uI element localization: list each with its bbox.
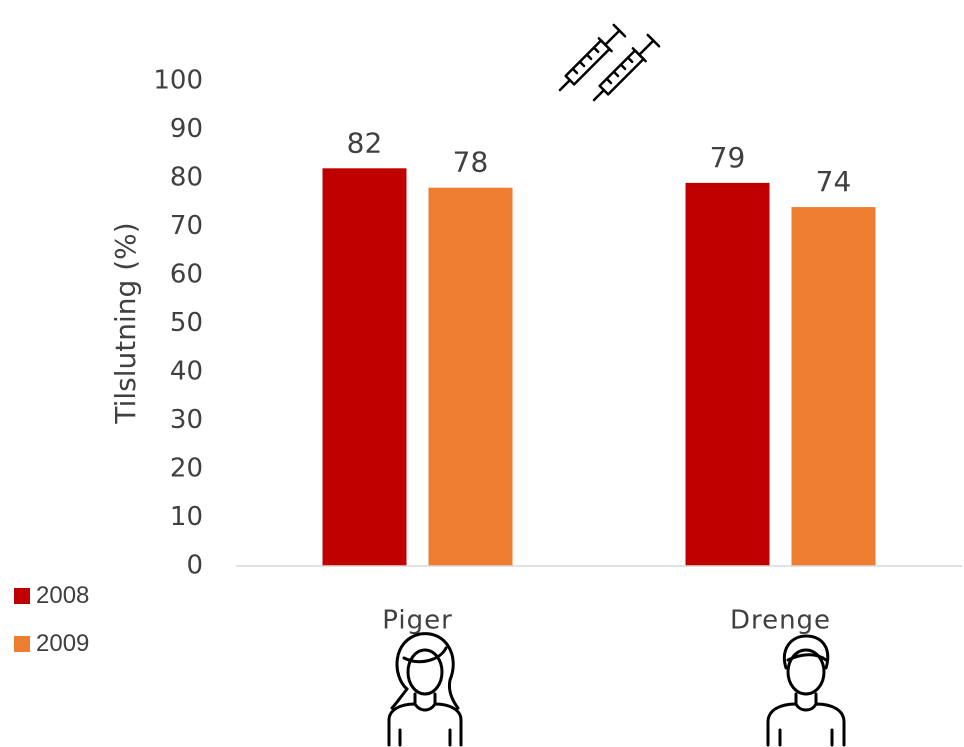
y-tick-label: 50	[170, 308, 203, 338]
y-axis-label: Tilslutning (%)	[109, 222, 142, 424]
legend-item-2009: 2009	[14, 630, 90, 657]
bar-piger-2009	[428, 187, 513, 566]
data-labels: 82 78 79 74	[347, 126, 852, 198]
legend-swatch-2008	[14, 588, 30, 604]
legend-label-2009: 2009	[36, 630, 90, 657]
y-tick-label: 70	[170, 211, 203, 241]
y-tick-label: 40	[170, 357, 203, 387]
y-tick-label: 80	[170, 163, 203, 193]
syringes-icon	[558, 23, 661, 102]
y-axis-ticks: 0 10 20 30 40 50 60 70 80 90 100	[153, 66, 203, 581]
bar-piger-2008	[322, 168, 407, 567]
y-tick-label: 20	[170, 454, 203, 484]
legend-label-2008: 2008	[36, 582, 90, 609]
y-tick-label: 60	[170, 260, 203, 290]
girl-icon	[387, 632, 463, 747]
data-label: 78	[453, 146, 489, 179]
bar-drenge-2008	[685, 182, 770, 566]
y-tick-label: 100	[153, 66, 203, 96]
y-tick-label: 0	[186, 551, 203, 581]
x-axis-categories: Piger Drenge	[382, 606, 831, 636]
x-category-label: Piger	[382, 606, 453, 636]
y-tick-label: 30	[170, 405, 203, 435]
data-label: 79	[710, 141, 746, 174]
bars	[322, 168, 876, 567]
y-tick-label: 10	[170, 502, 203, 532]
data-label: 82	[347, 126, 383, 159]
legend: 2008 2009	[14, 582, 90, 679]
bar-drenge-2009	[791, 207, 876, 566]
legend-item-2008: 2008	[14, 582, 90, 609]
boy-icon	[766, 634, 846, 747]
legend-swatch-2009	[14, 636, 30, 652]
data-label: 74	[816, 165, 852, 198]
y-tick-label: 90	[170, 114, 203, 144]
x-category-label: Drenge	[730, 606, 831, 636]
